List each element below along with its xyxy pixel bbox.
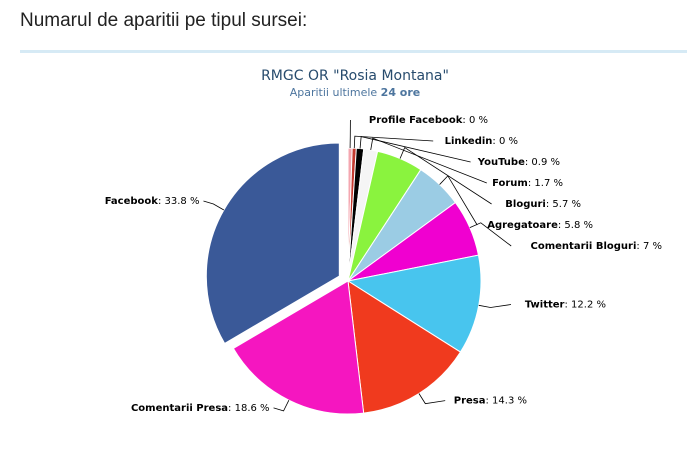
pie-slice-facebook[interactable]	[205, 142, 340, 345]
connector-presa	[418, 393, 446, 405]
chart-subtitle-highlight: 24 ore	[381, 86, 421, 99]
pie-label-twitter: Twitter: 12.2 %	[525, 300, 606, 311]
connector-linkedin	[353, 135, 434, 149]
pie-label-value-youtube: : 0.9 %	[525, 157, 560, 168]
connector-twitter	[478, 304, 512, 308]
pie-label-name-facebook: Facebook	[105, 196, 159, 207]
pie-label-name-agregatoare: Agregatoare	[487, 220, 558, 231]
pie-label-linkedin: Linkedin: 0 %	[445, 136, 518, 147]
pie-labels: Profile Facebook: 0 %Linkedin: 0 %YouTub…	[105, 115, 662, 414]
pie-label-name-twitter: Twitter	[525, 300, 565, 311]
connector-forum	[370, 137, 487, 184]
pie-slices	[205, 142, 482, 415]
pie-label-comentarii-bloguri: Comentarii Bloguri: 7 %	[531, 241, 662, 252]
pie-label-value-twitter: : 12.2 %	[565, 300, 607, 311]
pie-label-value-linkedin: : 0 %	[492, 136, 518, 147]
connector-comentarii-presa	[273, 399, 290, 412]
pie-label-comentarii-presa: Comentarii Presa: 18.6 %	[131, 403, 270, 414]
pie-label-name-bloguri: Bloguri	[505, 199, 546, 210]
chart-subtitle: Aparitii ultimele 24 ore	[290, 86, 421, 99]
pie-label-value-comentarii-bloguri: : 7 %	[636, 241, 662, 252]
pie-label-agregatoare: Agregatoare: 5.8 %	[487, 220, 593, 231]
pie-label-profile-facebook: Profile Facebook: 0 %	[369, 115, 488, 126]
pie-label-value-facebook: : 33.8 %	[158, 196, 200, 207]
pie-label-value-bloguri: : 5.7 %	[546, 199, 581, 210]
pie-label-value-profile-facebook: : 0 %	[462, 115, 488, 126]
pie-label-bloguri: Bloguri: 5.7 %	[505, 199, 581, 210]
pie-label-value-forum: : 1.7 %	[528, 178, 563, 189]
pie-label-name-profile-facebook: Profile Facebook	[369, 115, 463, 126]
chart-subtitle-prefix: Aparitii ultimele	[290, 86, 381, 99]
pie-label-name-presa: Presa	[454, 396, 486, 407]
pie-slice-comentarii-presa[interactable]	[232, 280, 365, 415]
pie-label-value-comentarii-presa: : 18.6 %	[228, 403, 270, 414]
connector-comentarii-bloguri	[469, 222, 512, 247]
pie-label-name-youtube: YouTube	[477, 157, 525, 168]
pie-label-name-comentarii-presa: Comentarii Presa	[131, 403, 228, 414]
pie-label-youtube: YouTube: 0.9 %	[477, 157, 560, 168]
connector-agregatoare	[439, 175, 478, 226]
pie-label-value-agregatoare: : 5.8 %	[558, 220, 593, 231]
pie-label-name-forum: Forum	[492, 178, 528, 189]
pie-label-forum: Forum: 1.7 %	[492, 178, 563, 189]
pie-label-presa: Presa: 14.3 %	[454, 396, 527, 407]
pie-label-facebook: Facebook: 33.8 %	[105, 196, 200, 207]
pie-slice-presa[interactable]	[347, 280, 462, 414]
pie-label-name-comentarii-bloguri: Comentarii Bloguri	[531, 241, 637, 252]
connector-youtube	[359, 136, 471, 163]
heading-divider	[20, 50, 687, 53]
connector-bloguri	[399, 146, 492, 205]
pie-label-name-linkedin: Linkedin	[445, 136, 493, 147]
pie-label-value-presa: : 14.3 %	[486, 396, 528, 407]
connector-facebook	[203, 200, 225, 211]
page-heading: Numarul de aparitii pe tipul sursei:	[20, 10, 308, 31]
pie-slice-twitter[interactable]	[346, 254, 482, 353]
label-connectors	[203, 119, 512, 412]
chart-title: RMGC OR "Rosia Montana"	[261, 68, 449, 84]
